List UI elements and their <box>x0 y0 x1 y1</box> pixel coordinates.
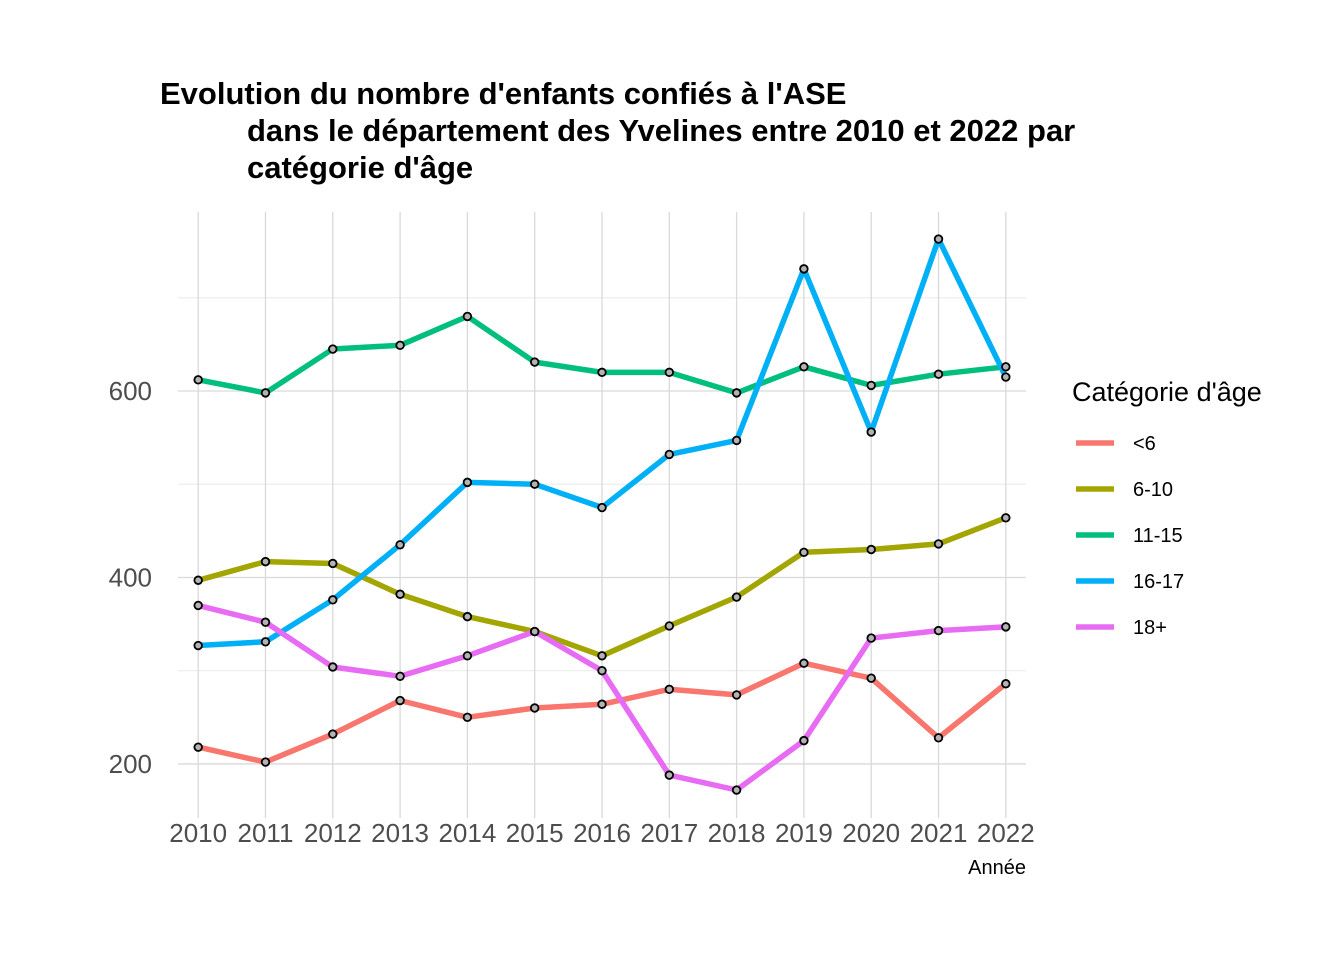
data-point-0-11 <box>933 733 944 743</box>
data-point-3-2 <box>328 595 338 605</box>
data-point-3-4 <box>462 477 473 488</box>
data-point-4-12 <box>1001 622 1011 632</box>
data-point-0-8 <box>731 690 742 700</box>
data-point-2-0 <box>193 375 203 385</box>
data-point-1-10 <box>866 544 876 555</box>
data-point-4-6 <box>597 665 607 676</box>
x-tick-label: 2021 <box>910 818 968 848</box>
data-point-2-6 <box>597 367 607 378</box>
data-point-4-5 <box>529 626 540 637</box>
y-tick-label: 600 <box>109 376 152 406</box>
data-point-1-1 <box>260 556 271 567</box>
data-point-2-4 <box>462 311 473 322</box>
data-point-0-5 <box>529 703 540 713</box>
legend-label-1: 6-10 <box>1133 479 1173 501</box>
x-tick-label: 2018 <box>708 818 766 848</box>
data-point-1-7 <box>664 621 675 631</box>
data-point-0-12 <box>1001 679 1011 689</box>
data-point-2-7 <box>664 367 675 378</box>
data-point-1-6 <box>597 651 607 661</box>
data-point-2-2 <box>328 344 338 354</box>
data-point-1-8 <box>731 592 742 602</box>
data-point-3-6 <box>597 502 607 513</box>
data-point-3-10 <box>866 427 876 437</box>
data-point-0-7 <box>664 684 675 695</box>
data-point-0-10 <box>866 673 876 683</box>
data-point-2-3 <box>395 340 405 351</box>
x-tick-label: 2022 <box>977 818 1035 848</box>
x-tick-label: 2020 <box>842 818 900 848</box>
x-tick-label: 2010 <box>169 818 227 848</box>
data-point-0-0 <box>193 742 203 752</box>
y-axis-tick-labels: 200 400 600 <box>109 376 152 779</box>
data-point-4-8 <box>731 785 742 795</box>
x-tick-label: 2013 <box>371 818 429 848</box>
x-tick-label: 2019 <box>775 818 833 848</box>
data-point-4-7 <box>664 770 675 780</box>
data-point-1-11 <box>933 539 944 549</box>
x-tick-label: 2014 <box>438 818 496 848</box>
x-tick-label: 2016 <box>573 818 631 848</box>
chart-title: Evolution du nombre d'enfants confiés à … <box>160 76 1075 185</box>
series-points <box>193 234 1011 795</box>
data-point-0-4 <box>462 712 473 723</box>
data-point-0-2 <box>328 729 338 739</box>
x-axis-tick-labels: 2010 2011 2012 2013 2014 2015 2016 2017 2018 2019… <box>169 818 1034 848</box>
data-point-2-9 <box>799 362 809 372</box>
data-point-3-7 <box>664 449 675 460</box>
data-point-0-3 <box>395 695 405 706</box>
grid-lines <box>178 212 1026 818</box>
data-point-2-12 <box>1001 362 1011 372</box>
data-point-4-11 <box>933 625 944 636</box>
data-point-4-10 <box>866 633 876 643</box>
data-point-4-9 <box>799 735 809 746</box>
legend-label-3: 16-17 <box>1133 571 1184 593</box>
data-point-1-9 <box>799 547 809 557</box>
data-point-3-9 <box>799 264 809 274</box>
data-point-3-5 <box>529 479 540 489</box>
y-tick-label: 200 <box>109 749 152 779</box>
data-point-3-12 <box>1001 372 1011 382</box>
data-point-1-3 <box>395 589 405 599</box>
data-point-0-1 <box>260 757 271 767</box>
data-point-3-1 <box>260 637 271 647</box>
data-point-2-10 <box>866 380 876 391</box>
legend-label-2: 11-15 <box>1133 525 1183 547</box>
data-point-3-11 <box>933 234 944 244</box>
legend-label-0: <6 <box>1133 433 1156 455</box>
data-point-3-3 <box>395 540 405 550</box>
data-point-4-4 <box>462 651 473 661</box>
data-point-0-9 <box>799 658 809 668</box>
data-point-3-0 <box>193 640 203 651</box>
data-point-4-0 <box>193 600 203 611</box>
data-point-0-6 <box>597 699 607 709</box>
legend-label-4: 18+ <box>1133 617 1167 639</box>
data-point-1-4 <box>462 611 473 622</box>
legend: Catégorie d'âge <6 6-10 11-15 16-17 18+ <box>1072 377 1262 639</box>
data-point-2-1 <box>260 388 271 398</box>
data-point-1-0 <box>193 575 203 585</box>
legend-title: Catégorie d'âge <box>1072 377 1262 407</box>
data-point-1-2 <box>328 558 338 569</box>
data-point-2-11 <box>933 369 944 379</box>
data-point-1-12 <box>1001 513 1011 523</box>
x-tick-label: 2011 <box>238 818 294 848</box>
chart-title-line-2: dans le département des Yvelines entre 2… <box>247 113 1075 148</box>
y-tick-label: 400 <box>109 562 152 592</box>
x-tick-label: 2012 <box>304 818 362 848</box>
x-tick-label: 2015 <box>506 818 564 848</box>
chart-title-line-1: Evolution du nombre d'enfants confiés à … <box>160 76 846 111</box>
data-point-4-1 <box>260 617 271 627</box>
data-point-3-8 <box>731 435 742 446</box>
chart-title-line-3: catégorie d'âge <box>247 150 473 185</box>
x-tick-label: 2017 <box>640 818 698 848</box>
data-point-2-8 <box>731 388 742 398</box>
data-point-4-3 <box>395 671 405 681</box>
data-point-4-2 <box>328 662 338 672</box>
x-axis-title: Année <box>968 857 1026 879</box>
data-point-2-5 <box>529 357 540 367</box>
